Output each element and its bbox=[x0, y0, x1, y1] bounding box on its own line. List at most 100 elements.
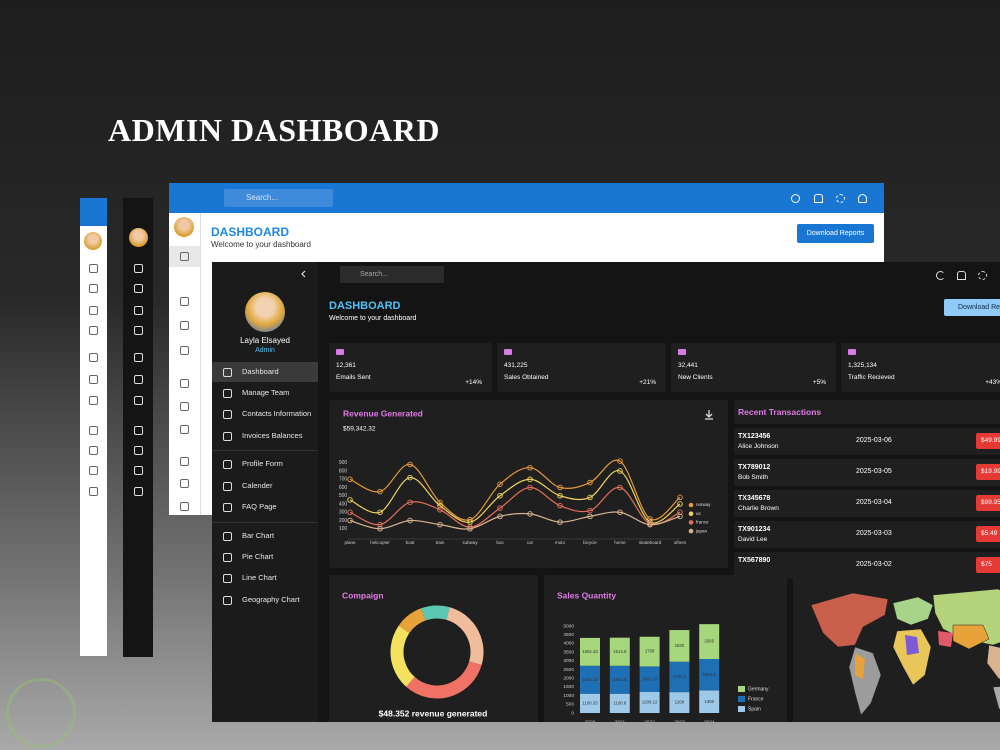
value-label: 1604.8 bbox=[613, 677, 627, 682]
transaction-id: TX123456 bbox=[738, 433, 771, 440]
watermark bbox=[6, 678, 76, 748]
data-point bbox=[407, 499, 413, 506]
icon[interactable] bbox=[936, 271, 945, 280]
legend-label: japan bbox=[695, 528, 708, 533]
icon[interactable] bbox=[180, 346, 189, 355]
collapse-icon[interactable] bbox=[300, 270, 308, 278]
x-tick-label: car bbox=[527, 540, 534, 545]
icon[interactable] bbox=[180, 402, 189, 411]
icon[interactable] bbox=[957, 271, 966, 280]
menu-item[interactable]: Invoices Balances bbox=[212, 426, 318, 446]
icon[interactable] bbox=[134, 264, 143, 273]
menu-item[interactable]: Pie Chart bbox=[212, 547, 318, 567]
icon[interactable] bbox=[180, 425, 189, 434]
icon[interactable] bbox=[180, 502, 189, 511]
data-point bbox=[677, 509, 683, 515]
icon[interactable] bbox=[978, 271, 987, 280]
search[interactable]: Search... bbox=[224, 189, 333, 207]
download-icon[interactable] bbox=[705, 410, 713, 420]
data-point bbox=[467, 524, 473, 530]
icon[interactable] bbox=[134, 375, 143, 384]
region bbox=[938, 631, 953, 647]
icon[interactable] bbox=[89, 284, 98, 293]
icon[interactable] bbox=[814, 194, 823, 203]
menu-item[interactable]: Line Chart bbox=[212, 568, 318, 588]
sidebar: Layla Elsayed Admin Dashboard Manage Team… bbox=[212, 262, 318, 722]
avatar bbox=[84, 232, 102, 250]
geography-map bbox=[810, 588, 1000, 716]
series-line bbox=[349, 459, 681, 521]
data-point bbox=[497, 492, 503, 499]
region bbox=[848, 646, 882, 716]
menu-item[interactable]: Profile Form bbox=[212, 454, 318, 474]
icon[interactable] bbox=[791, 194, 800, 203]
data-point bbox=[347, 509, 353, 515]
icon[interactable] bbox=[134, 487, 143, 496]
data-point bbox=[437, 521, 443, 528]
icon[interactable] bbox=[180, 252, 189, 261]
transactions-title: Recent Transactions bbox=[738, 407, 822, 417]
icon[interactable] bbox=[180, 321, 189, 330]
icon[interactable] bbox=[180, 297, 189, 306]
data-point bbox=[437, 499, 443, 506]
icon[interactable] bbox=[134, 326, 143, 335]
icon[interactable] bbox=[89, 487, 98, 496]
amount-badge: $99.95 bbox=[976, 495, 1000, 511]
value-label: 1747.2 bbox=[673, 674, 687, 679]
icon[interactable] bbox=[134, 396, 143, 405]
icon[interactable] bbox=[89, 375, 98, 384]
menu-item[interactable]: Geography Chart bbox=[212, 590, 318, 610]
y-tick-label: 1000 bbox=[563, 693, 574, 699]
menu-item[interactable]: FAQ Page bbox=[212, 497, 318, 517]
value-label: 1604.33 bbox=[582, 677, 598, 682]
page-title: ADMIN DASHBOARD bbox=[108, 112, 440, 148]
menu-item[interactable]: Calender bbox=[212, 476, 318, 496]
icon[interactable] bbox=[180, 479, 189, 488]
data-point bbox=[617, 468, 623, 474]
icon[interactable] bbox=[134, 284, 143, 293]
search[interactable]: Search... bbox=[340, 266, 444, 283]
icon[interactable] bbox=[89, 466, 98, 475]
x-tick-label: 2023 bbox=[674, 719, 685, 722]
transaction-date: 2025-03-03 bbox=[856, 530, 892, 537]
x-tick-label: others bbox=[674, 540, 687, 545]
data-point bbox=[347, 517, 353, 524]
download-button[interactable]: Download Reports bbox=[944, 299, 1000, 316]
menu-item[interactable]: Manage Team bbox=[212, 383, 318, 403]
icon[interactable] bbox=[89, 426, 98, 435]
data-point bbox=[557, 502, 563, 509]
region bbox=[892, 596, 934, 626]
download-button[interactable]: Download Reports bbox=[797, 224, 874, 243]
value-label: 1614.8 bbox=[613, 649, 627, 654]
menu-item[interactable]: Contacts Information bbox=[212, 404, 318, 424]
menu-item[interactable]: Dashboard bbox=[212, 362, 318, 382]
menu-label: Pie Chart bbox=[242, 552, 274, 561]
icon[interactable] bbox=[89, 353, 98, 362]
icon[interactable] bbox=[89, 396, 98, 405]
customer-name: Alice Johnson bbox=[738, 443, 779, 450]
icon[interactable] bbox=[89, 264, 98, 273]
sidebar-header bbox=[80, 198, 107, 226]
icon[interactable] bbox=[134, 353, 143, 362]
legend-label: Spain bbox=[748, 706, 761, 712]
icon[interactable] bbox=[180, 379, 189, 388]
icon[interactable] bbox=[89, 306, 98, 315]
icon[interactable] bbox=[836, 194, 845, 203]
amount: $49.99 bbox=[981, 437, 1000, 444]
y-tick-label: 1500 bbox=[563, 684, 574, 690]
revenue-chart: Revenue Generated $59,342.32 100 200 300 40… bbox=[339, 408, 713, 545]
icon[interactable] bbox=[180, 457, 189, 466]
icon[interactable] bbox=[134, 466, 143, 475]
stat-change: +14% bbox=[465, 379, 482, 386]
data-point bbox=[557, 484, 563, 491]
icon[interactable] bbox=[89, 326, 98, 335]
icon[interactable] bbox=[134, 426, 143, 435]
menu-item[interactable]: Bar Chart bbox=[212, 526, 318, 546]
icon[interactable] bbox=[134, 306, 143, 315]
icon[interactable] bbox=[134, 446, 143, 455]
data-point bbox=[647, 521, 653, 528]
icon[interactable] bbox=[89, 446, 98, 455]
data-point bbox=[377, 509, 383, 515]
icon[interactable] bbox=[858, 194, 867, 203]
